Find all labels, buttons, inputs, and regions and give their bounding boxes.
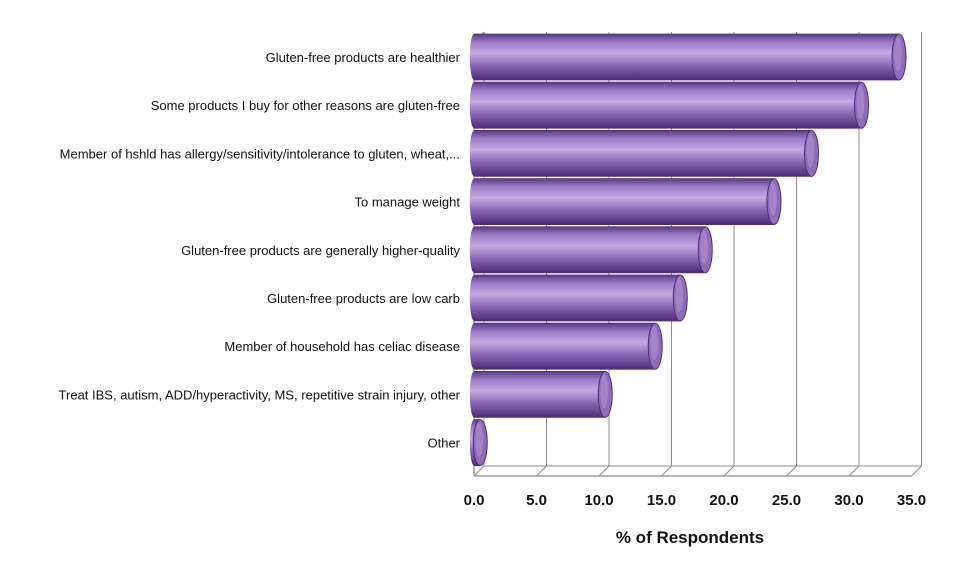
bar-start-cap [469, 275, 479, 321]
bar [469, 33, 907, 81]
x-tick-label: 20.0 [709, 492, 738, 509]
bar-cap-highlight [700, 229, 709, 264]
category-labels: Gluten-free products are healthier Some p… [59, 50, 461, 451]
bar-start-cap [469, 82, 479, 129]
bar [469, 322, 663, 370]
x-tick-label: 35.0 [897, 492, 926, 509]
bar-start-cap [469, 34, 479, 80]
x-tick-label: 30.0 [834, 492, 863, 509]
floor-gridline [661, 465, 672, 477]
bar-cap-highlight [856, 85, 865, 120]
floor-gridline [536, 465, 547, 477]
x-tick-label: 15.0 [647, 492, 676, 509]
bar-body [474, 226, 706, 273]
floor-gridline [848, 465, 860, 477]
bar [469, 419, 488, 467]
bar-start-cap [469, 226, 479, 273]
bar [469, 178, 782, 226]
bar-cap-highlight [894, 37, 902, 71]
bar [469, 370, 613, 418]
bar-body [474, 323, 656, 370]
bar [469, 81, 869, 129]
bar-body [474, 178, 774, 225]
floor-gridline [598, 465, 610, 477]
x-axis-title: % of Respondents [616, 528, 764, 547]
x-tick-labels: 0.0 5.0 10.0 15.0 20.0 25.0 30.0 35.0 [464, 492, 927, 509]
bar [469, 274, 688, 322]
bar-body [474, 130, 812, 177]
floor-gridline [723, 465, 735, 477]
bar-start-cap [469, 178, 479, 225]
bar-cap-highlight [675, 278, 684, 312]
category-label: Gluten-free products are healthier [266, 50, 461, 65]
category-label: Other [427, 436, 460, 451]
bar [469, 226, 713, 274]
x-tick-label: 5.0 [526, 492, 547, 509]
category-label: Some products I buy for other reasons ar… [151, 98, 460, 113]
x-tick-label: 10.0 [584, 492, 613, 509]
bar-cap-highlight [600, 374, 609, 409]
bar-body [474, 34, 899, 80]
bar-start-cap [469, 323, 479, 370]
bar-cap-highlight [806, 133, 815, 168]
floor-gridline [786, 465, 797, 477]
x-tick-label: 0.0 [464, 492, 485, 509]
bar-start-cap [469, 371, 479, 418]
category-label: Treat IBS, autism, ADD/hyperactivity, MS… [59, 387, 461, 402]
x-tick-label: 25.0 [772, 492, 801, 509]
bar-start-cap [469, 130, 479, 177]
category-label: Member of hshld has allergy/sensitivity/… [60, 146, 460, 161]
floor-gridline [911, 465, 922, 477]
floor-gridline [473, 465, 485, 477]
category-label: Gluten-free products are low carb [267, 291, 460, 306]
category-label: To manage weight [354, 195, 460, 210]
category-label: Gluten-free products are generally highe… [181, 243, 460, 258]
category-label: Member of household has celiac disease [224, 339, 460, 354]
bar-body [474, 275, 681, 321]
bar-cap-highlight [769, 181, 777, 216]
bar-cap-highlight [650, 326, 659, 361]
bar-body [474, 82, 862, 129]
bar [469, 129, 819, 177]
bars [469, 33, 907, 467]
bar-cap-highlight [475, 422, 484, 457]
bar-body [474, 371, 606, 418]
